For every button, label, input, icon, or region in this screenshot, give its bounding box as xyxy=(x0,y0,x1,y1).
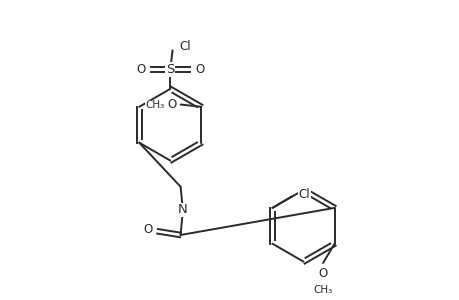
Text: S: S xyxy=(166,63,174,76)
Text: Cl: Cl xyxy=(298,188,310,201)
Text: O: O xyxy=(136,63,145,76)
Text: CH₃: CH₃ xyxy=(146,100,165,110)
Text: O: O xyxy=(318,267,327,280)
Text: N: N xyxy=(178,203,187,216)
Text: O: O xyxy=(195,63,204,76)
Text: O: O xyxy=(168,98,177,111)
Text: O: O xyxy=(144,223,153,236)
Text: Cl: Cl xyxy=(179,40,190,53)
Text: CH₃: CH₃ xyxy=(313,285,332,295)
